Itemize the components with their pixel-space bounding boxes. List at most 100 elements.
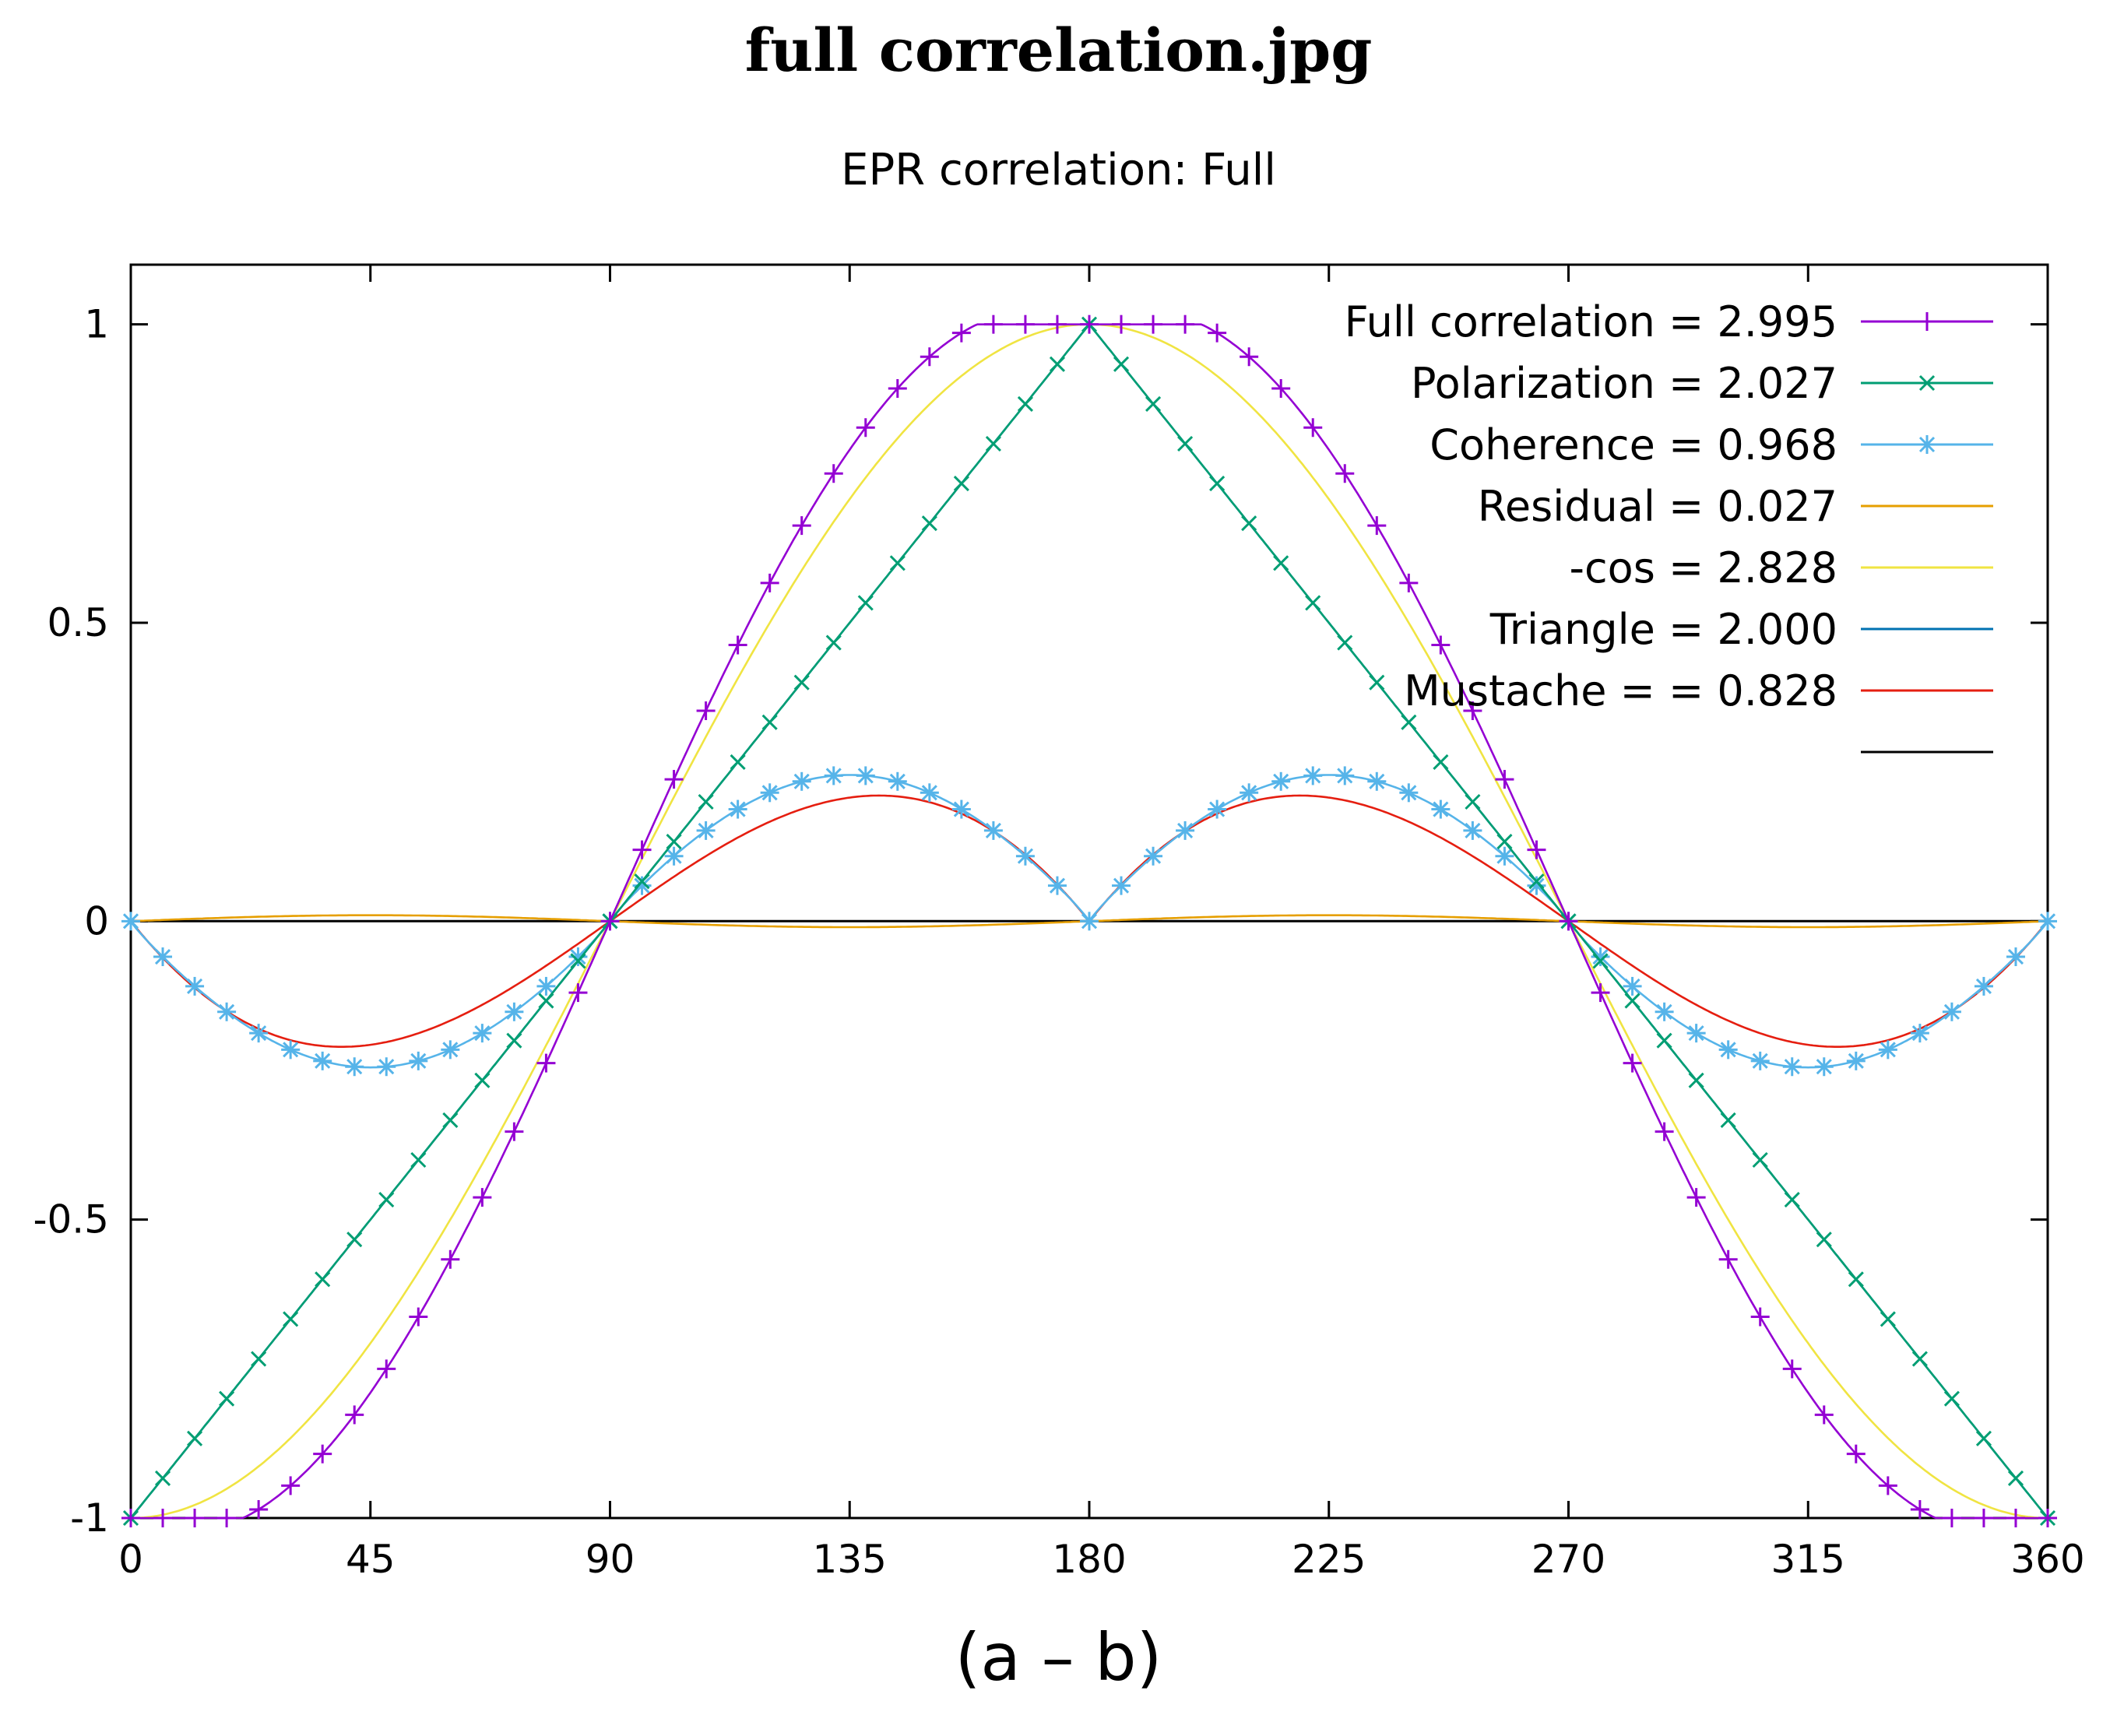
series-marker xyxy=(983,315,1003,334)
marker-stroke xyxy=(666,848,682,864)
series-marker xyxy=(154,1470,171,1486)
series-marker xyxy=(1431,799,1451,819)
series-marker xyxy=(793,674,810,691)
marker-stroke xyxy=(251,1025,267,1042)
marker-stroke xyxy=(122,913,139,929)
series-marker xyxy=(377,1057,396,1077)
series-marker xyxy=(1495,770,1514,789)
marker-stroke xyxy=(698,793,714,810)
series-marker xyxy=(153,1509,173,1527)
series-marker xyxy=(1337,634,1353,651)
marker-stroke xyxy=(1688,1072,1704,1088)
series-marker xyxy=(951,323,971,343)
series-marker xyxy=(1367,516,1387,536)
series-marker xyxy=(2007,1470,2024,1486)
marker-stroke xyxy=(378,1059,395,1075)
series-marker xyxy=(1752,1151,1768,1168)
legend-label: Full correlation = 2.995 xyxy=(1345,297,1837,346)
series-marker xyxy=(1655,1122,1674,1141)
series-marker xyxy=(1880,1311,1896,1327)
marker-stroke xyxy=(1816,1059,1832,1075)
series-marker xyxy=(698,793,714,810)
marker-stroke xyxy=(1880,1311,1896,1327)
series-marker xyxy=(1718,1249,1738,1269)
series-marker xyxy=(664,770,684,789)
marker-stroke xyxy=(921,785,937,801)
legend-marker xyxy=(1918,374,1936,392)
x-tick-label: 90 xyxy=(586,1537,635,1582)
marker-stroke xyxy=(1209,476,1226,492)
series-marker xyxy=(761,714,778,730)
series-marker xyxy=(570,953,586,969)
series-marker xyxy=(441,1249,460,1269)
series-marker xyxy=(473,1024,492,1043)
series-marker xyxy=(1241,515,1257,532)
series-marker xyxy=(1465,793,1481,810)
series-marker xyxy=(1591,983,1610,1003)
legend-entry: Residual = 0.027 xyxy=(1478,482,1993,531)
series-marker xyxy=(1240,783,1259,803)
marker-stroke xyxy=(570,948,586,965)
marker-stroke xyxy=(346,1059,363,1075)
series-marker xyxy=(1209,476,1226,492)
marker-stroke xyxy=(154,1470,171,1486)
marker-stroke xyxy=(154,948,171,965)
series-marker xyxy=(1718,1040,1738,1060)
marker-stroke xyxy=(1624,978,1640,994)
legend-label: Coherence = 0.968 xyxy=(1430,420,1837,469)
series-marker xyxy=(249,1499,269,1519)
series-marker xyxy=(1177,435,1194,452)
series-marker xyxy=(1208,323,1227,343)
series-marker xyxy=(1527,840,1546,859)
legend-entry: -cos = 2.828 xyxy=(1569,543,1993,592)
series-marker xyxy=(1367,771,1387,791)
series-marker xyxy=(1750,1307,1770,1327)
series-marker xyxy=(1975,1430,1992,1446)
series-marker xyxy=(760,573,779,592)
series-marker xyxy=(1144,315,1163,334)
series-marker xyxy=(1846,1444,1866,1464)
series-marker xyxy=(888,771,907,791)
marker-stroke xyxy=(1911,1351,1928,1367)
series-marker xyxy=(1399,783,1419,803)
series-marker xyxy=(1592,953,1609,969)
marker-stroke xyxy=(2007,1470,2024,1486)
marker-stroke xyxy=(283,1042,299,1058)
marker-stroke xyxy=(1975,978,1992,994)
marker-stroke xyxy=(1017,848,1033,864)
marker-stroke xyxy=(1656,1003,1672,1020)
series-marker xyxy=(728,635,747,655)
series-marker xyxy=(1047,876,1067,895)
marker-stroke xyxy=(1209,801,1226,817)
series-marker xyxy=(1401,714,1417,730)
marker-stroke xyxy=(793,674,810,691)
series-marker xyxy=(1942,1509,1961,1527)
marker-stroke xyxy=(1145,395,1162,412)
series-group xyxy=(121,315,2057,1527)
x-tick-label: 315 xyxy=(1771,1537,1845,1582)
series-marker xyxy=(346,1232,363,1248)
marker-stroke xyxy=(1369,674,1385,691)
series-marker xyxy=(121,912,140,931)
legend-label: Residual = 0.027 xyxy=(1478,482,1837,531)
series-marker xyxy=(1208,799,1227,819)
series-marker xyxy=(185,976,205,996)
series-marker xyxy=(1942,1002,1961,1021)
series-marker xyxy=(632,876,652,895)
marker-stroke xyxy=(1305,595,1321,611)
legend-entry: Triangle = 2.000 xyxy=(1489,605,1993,654)
marker-stroke xyxy=(570,953,586,969)
series-marker xyxy=(281,1040,301,1060)
series-marker xyxy=(1814,1057,1834,1077)
marker-stroke xyxy=(1433,754,1449,770)
marker-stroke xyxy=(730,801,746,817)
series-2 xyxy=(121,766,2057,1077)
marker-stroke xyxy=(985,822,1001,838)
series-marker xyxy=(1974,976,1993,996)
marker-stroke xyxy=(1784,1192,1800,1208)
series-marker xyxy=(1528,873,1545,890)
x-tick-label: 225 xyxy=(1292,1537,1366,1582)
series-marker xyxy=(1049,356,1066,372)
marker-stroke xyxy=(1592,948,1609,965)
series-marker xyxy=(473,1188,492,1207)
